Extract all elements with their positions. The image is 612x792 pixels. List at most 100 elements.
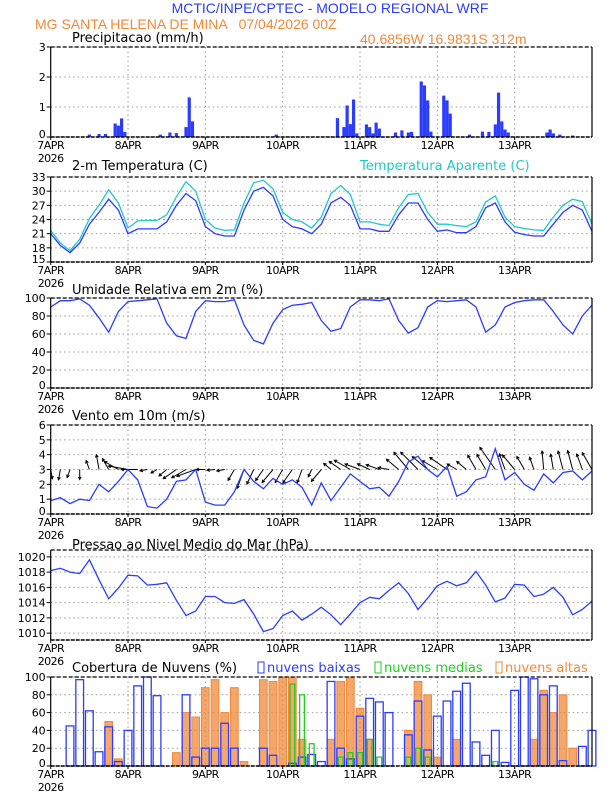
precip-bar [548,129,552,137]
wind-arrow [215,468,225,473]
cloud-high-bar [258,679,268,767]
chart-title: Precipitacao (mm/h) [72,31,204,46]
precip-bar [500,121,504,137]
precip-bar [342,127,346,137]
precip-bar [406,132,410,137]
cloud-mid-bar [356,752,364,767]
chart-title: 2-m Temperatura (C) [72,159,208,174]
y-tick-label: 15 [32,253,46,266]
x-tick-label: 10APR [266,139,300,152]
x-tick-label: 11APR [343,768,377,781]
header-location: MG SANTA HELENA DE MINA 07/04/2026 00Z [35,16,337,32]
cloud-low-bar [65,725,75,767]
x-tick-label: 12APR [421,390,455,403]
legend-label: nuvens medias [384,661,483,676]
precip-bar [503,129,507,137]
y-tick-label: 1 [39,493,46,506]
wind-arrow [85,459,90,470]
x-tick-label: 8APR [115,139,143,152]
y-tick-label: 3 [39,41,46,54]
cloud-high-bar [452,738,462,767]
x-tick-label: 10APR [266,642,300,655]
cloud-high-bar [113,758,123,767]
x-tick-label: 11APR [343,642,377,655]
y-tick-label: 4 [39,449,46,462]
wind-arrow [296,469,303,484]
precip-bar [445,100,449,137]
x-tick-label: 7APR [37,139,65,152]
x-tick-label: 10APR [266,768,300,781]
x-tick-label: 10APR [266,264,300,277]
cloud-low-bar [75,679,85,767]
x-tick-label: 10APR [266,516,300,529]
precip-bar [335,118,340,137]
y-tick-label: 40 [32,346,46,359]
header-coords: 40.6856W 16.9831S 312m [360,31,527,47]
cloud-low-bar [481,754,491,767]
x-tick-label: 8APR [115,516,143,529]
y-tick-label: 40 [32,724,46,737]
cloud-high-bar [229,687,239,767]
precip-bar [506,132,510,137]
legend-swatch [374,661,382,674]
precip-bar [190,121,195,137]
series-line-0 [50,186,593,254]
precip-bar [351,99,356,137]
wind-arrow [566,449,574,470]
y-tick-label: 24 [32,214,46,227]
y-tick-label: 1014 [18,597,46,610]
precip-bar [158,134,162,137]
cloud-high-bar [423,694,433,767]
precip-bar [409,131,414,137]
y-tick-label: 20 [32,364,46,377]
series-line-0 [50,298,593,345]
wind-arrow [501,454,516,470]
wind-arrow [227,469,235,482]
precip-bar [97,134,101,137]
precip-bar [419,81,423,137]
y-tick-label: 2 [39,478,46,491]
cloud-low-bar [133,685,143,767]
cloud-low-bar [142,676,152,767]
y-tick-label: 3 [39,464,46,477]
x-year-label: 2026 [38,403,64,416]
precip-bar [400,130,404,137]
precip-bar [274,134,278,137]
wind-arrow [467,454,477,470]
cloud-high-bar [548,712,558,767]
wind-arrow [343,463,361,470]
wind-arrow [206,468,216,472]
legend-label: Temperatura Aparente (C) [359,159,530,174]
x-tick-label: 13APR [498,390,532,403]
y-tick-label: 33 [32,171,46,184]
precip-bar [448,113,452,137]
wind-arrow [103,460,119,470]
precip-bar [374,122,378,137]
y-tick-label: 1016 [18,581,46,594]
cloud-high-bar [210,679,220,767]
wind-arrow [428,456,448,470]
x-tick-label: 9APR [192,264,220,277]
marks [50,558,593,633]
marks [87,81,575,137]
wind-arrow [261,469,274,484]
x-tick-label: 10APR [266,390,300,403]
wind-arrow [516,455,525,470]
legend: nuvens baixas nuvens medias nuvens altas [257,661,588,676]
wind-arrow [322,462,332,470]
series-line-0 [50,558,593,633]
wind-arrow [549,453,554,470]
cloud-low-bar [84,710,94,767]
x-tick-label: 7APR [37,516,65,529]
precip-bar [371,133,375,137]
chart-panel-2: 0 20 40 60 80 100 7APR 8APR 9APR 10APR 11APR 12APR 1… [25,283,593,416]
chart-title: Pressao ao Nivel Medio do Mar (hPa) [72,538,309,553]
cloud-low-bar [374,701,384,767]
precip-bar [123,131,127,137]
wind-arrow [333,459,351,470]
y-tick-label: 30 [32,185,46,198]
cloud-low-bar [471,741,481,767]
chart-title: Cobertura de Nuvens (%) [72,661,237,676]
